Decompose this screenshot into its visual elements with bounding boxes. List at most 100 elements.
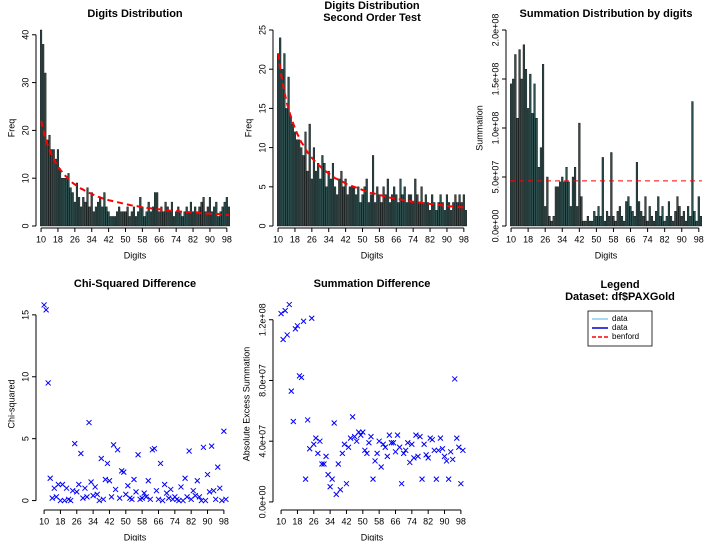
point: [290, 418, 297, 425]
bar: [374, 202, 377, 227]
bar: [646, 220, 649, 227]
bar: [164, 201, 167, 227]
bar: [633, 215, 636, 227]
bar: [141, 206, 144, 227]
point: [417, 433, 423, 440]
bar: [338, 178, 341, 227]
bar: [325, 186, 328, 227]
bar: [382, 186, 385, 227]
point: [386, 432, 393, 438]
point: [71, 440, 78, 447]
point: [153, 487, 160, 494]
bar: [283, 53, 286, 227]
bar: [342, 186, 345, 227]
bar: [185, 206, 188, 227]
point: [208, 443, 215, 449]
point: [82, 485, 88, 492]
bar: [405, 202, 408, 227]
bar: [682, 211, 685, 227]
point: [400, 450, 407, 457]
point: [439, 445, 446, 452]
bar: [684, 220, 688, 227]
point: [43, 307, 49, 313]
bar: [348, 186, 351, 227]
bar: [73, 201, 76, 227]
point: [404, 439, 411, 446]
point: [61, 497, 68, 504]
x-tick-label: 50: [121, 516, 131, 526]
bar: [376, 186, 379, 227]
point: [341, 441, 348, 448]
point: [370, 476, 376, 483]
bar: [101, 206, 104, 227]
bar: [576, 206, 579, 227]
point: [135, 451, 141, 458]
x-tick-label: 82: [188, 234, 198, 244]
point: [361, 447, 368, 454]
point: [161, 481, 168, 488]
bar: [128, 216, 131, 227]
bar: [689, 215, 692, 227]
y-axis-label: Absolute Excess Summation: [241, 347, 251, 462]
x-tick-label: 74: [171, 234, 181, 244]
point: [372, 458, 378, 464]
chart-title: Summation Difference: [314, 278, 431, 290]
bar: [522, 44, 525, 227]
bar: [546, 176, 549, 227]
x-tick-label: 90: [205, 234, 215, 244]
point: [364, 450, 370, 457]
point: [304, 417, 311, 423]
x-tick-label: 98: [456, 516, 466, 526]
bar: [443, 210, 446, 227]
bar: [614, 220, 617, 227]
x-tick-label: 26: [309, 516, 319, 526]
bar: [344, 178, 347, 227]
bar: [693, 211, 696, 227]
bar: [456, 202, 459, 227]
point: [321, 461, 327, 467]
bar: [627, 196, 630, 227]
bar: [219, 211, 222, 227]
point: [411, 455, 417, 461]
point: [75, 481, 82, 488]
point: [327, 483, 333, 490]
x-tick-label: 90: [440, 516, 450, 526]
bar: [355, 194, 358, 227]
bar: [386, 178, 389, 227]
bar: [552, 215, 555, 227]
bar: [63, 177, 66, 227]
bar: [279, 37, 282, 227]
point: [124, 482, 131, 489]
point: [133, 489, 139, 495]
x-tick-label: 98: [694, 234, 704, 244]
point: [394, 432, 401, 438]
bar: [331, 163, 334, 227]
bar: [80, 206, 83, 227]
bar: [340, 170, 343, 227]
bar: [82, 197, 85, 227]
point: [182, 475, 188, 482]
bar: [372, 155, 375, 227]
bar: [75, 182, 78, 227]
bar: [308, 123, 311, 227]
point: [455, 444, 462, 451]
point: [390, 439, 397, 446]
bar: [687, 206, 690, 227]
point: [63, 485, 70, 492]
bar: [124, 211, 127, 227]
bar: [567, 181, 570, 227]
point: [347, 435, 354, 442]
bar: [593, 211, 596, 227]
point: [323, 453, 329, 460]
y-tick-label: 0: [20, 498, 30, 503]
x-tick-label: 90: [203, 516, 213, 526]
y-tick-label: 5.0e+07: [490, 161, 500, 194]
bar: [196, 211, 199, 227]
point: [310, 441, 317, 448]
bar: [365, 178, 368, 227]
x-tick-label: 58: [374, 234, 384, 244]
point: [212, 496, 219, 503]
point: [198, 497, 205, 504]
point: [165, 495, 172, 501]
